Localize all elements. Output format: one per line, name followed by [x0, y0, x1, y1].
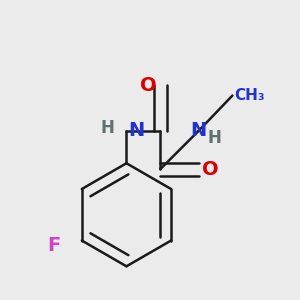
Text: N: N — [128, 122, 144, 140]
Text: F: F — [48, 236, 61, 255]
Text: N: N — [190, 122, 207, 140]
Text: O: O — [202, 160, 219, 178]
Text: H: H — [101, 119, 115, 137]
Text: H: H — [208, 129, 222, 147]
Text: CH₃: CH₃ — [234, 88, 265, 103]
Text: O: O — [140, 76, 157, 95]
